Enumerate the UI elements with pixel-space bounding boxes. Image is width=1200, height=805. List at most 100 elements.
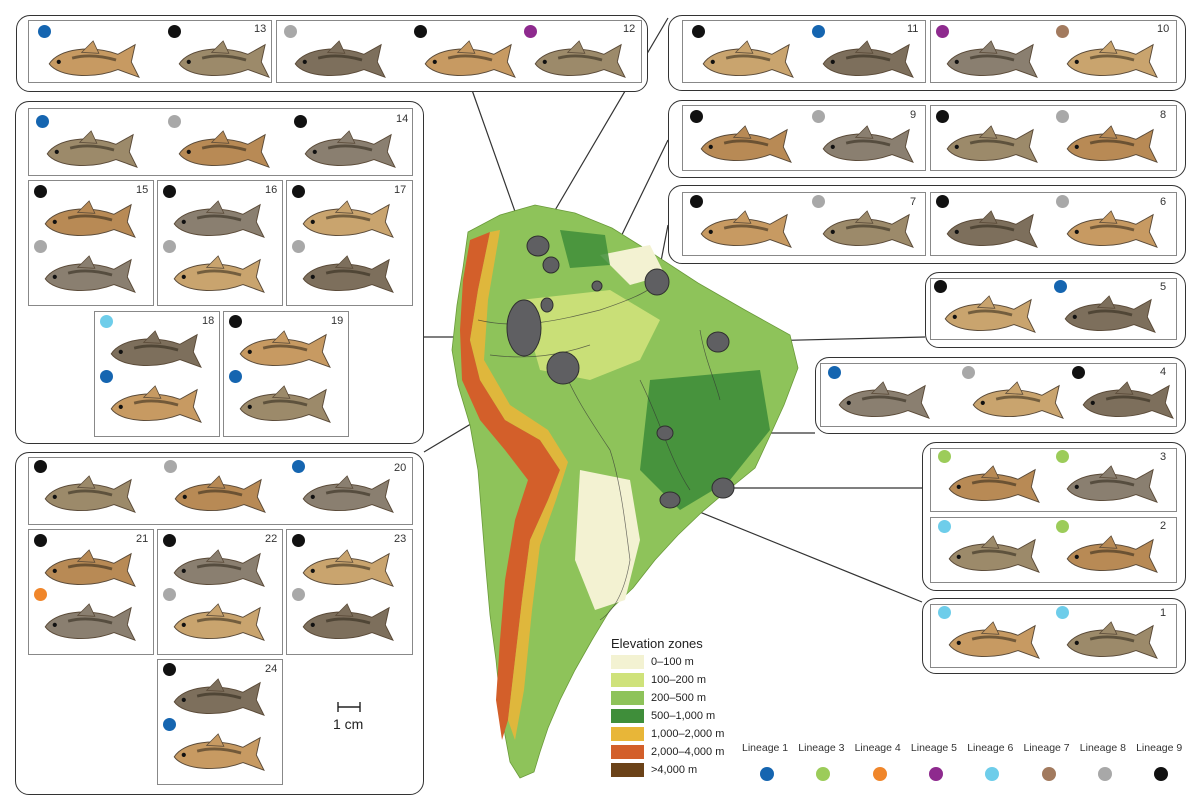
assemblage-number-9: 9 [910, 109, 917, 121]
lineage-dot-lineage9 [34, 460, 47, 473]
lineage-dot-lineage1 [828, 366, 841, 379]
fish-specimen-image [1060, 464, 1168, 511]
elevation-legend-item: >4,000 m [611, 763, 791, 777]
lineage-key-dot [1041, 767, 1056, 781]
lineage-key-label: Lineage 5 [910, 742, 958, 754]
assemblage-number-13: 13 [254, 23, 267, 35]
lineage-key-label: Lineage 7 [1023, 742, 1070, 754]
lineage-dot-lineage8 [292, 240, 305, 253]
assemblage-number-20: 20 [394, 462, 407, 474]
elevation-swatch [611, 691, 644, 705]
fish-specimen-image [288, 39, 396, 86]
assemblage-number-10: 10 [1157, 23, 1170, 35]
lineage-dot-lineage6 [938, 520, 951, 533]
assemblage-number-15: 15 [136, 184, 149, 196]
lineage-dot-lineage8 [812, 110, 825, 123]
fish-specimen-image [1060, 534, 1168, 581]
assemblage-number-12: 12 [623, 23, 636, 35]
fish-specimen-image [233, 384, 341, 431]
andes-range [460, 232, 560, 740]
lineage-dot-lineage6 [100, 315, 113, 328]
lineage-dot-lineage1 [36, 115, 49, 128]
lineage-dot-lineage8 [962, 366, 975, 379]
lineage-dot-lineage9 [34, 534, 47, 547]
fish-specimen-image [38, 254, 146, 301]
fish-specimen-image [104, 329, 212, 376]
lineage-dot-lineage5 [524, 25, 537, 38]
elevation-legend-label: 200–500 m [651, 692, 707, 704]
assemblage-number-5: 5 [1160, 281, 1167, 293]
lineage-dot-lineage9 [934, 280, 947, 293]
elevation-legend-item: 2,000–4,000 m [611, 745, 791, 759]
fish-specimen-image [42, 39, 150, 86]
lineage-key-label: Lineage 1 [742, 742, 789, 754]
lineage-key-dot [985, 767, 1000, 781]
assemblage-number-24: 24 [265, 663, 278, 675]
fish-specimen-image [942, 534, 1050, 581]
assemblage-number-22: 22 [265, 533, 278, 545]
fish-specimen-image [816, 124, 924, 171]
fish-specimen-image [832, 380, 940, 427]
assemblage-number-14: 14 [396, 113, 409, 125]
fish-specimen-image [38, 548, 146, 595]
lowland-pantanal [575, 470, 640, 610]
lineage-key-dot [1154, 767, 1169, 781]
fish-specimen-image [1076, 380, 1184, 427]
lineage-dot-lineage9 [690, 195, 703, 208]
lineage-dot-lineage9 [936, 110, 949, 123]
fish-specimen-image [694, 124, 802, 171]
fish-specimen-image [694, 209, 802, 256]
assemblage-number-11: 11 [907, 23, 919, 35]
andes-foothills [470, 230, 568, 740]
elevation-legend-label: 100–200 m [651, 674, 707, 686]
lineage-dot-lineage4 [34, 588, 47, 601]
lineage-key-label: Lineage 4 [854, 742, 901, 754]
lineage-dot-lineage5 [936, 25, 949, 38]
lineage-dot-lineage1 [38, 25, 51, 38]
lineage-key-dot [1097, 767, 1112, 781]
assemblage-number-2: 2 [1160, 520, 1167, 532]
lineage-dot-lineage8 [1056, 195, 1069, 208]
elevation-swatch [611, 655, 644, 669]
lineage-dot-lineage9 [294, 115, 307, 128]
lineage-dot-lineage9 [414, 25, 427, 38]
fish-specimen-image [296, 474, 404, 521]
scale-bar-label: 1 cm [333, 716, 364, 732]
elevation-legend-label: >4,000 m [651, 764, 698, 776]
assemblage-number-3: 3 [1160, 451, 1167, 463]
fish-specimen-image [172, 129, 280, 176]
fish-specimen-image [1058, 294, 1166, 341]
elevation-legend-item: 100–200 m [611, 673, 791, 687]
fish-specimen-image [942, 620, 1050, 667]
lineage-dot-lineage3 [1056, 520, 1069, 533]
fish-specimen-image [40, 129, 148, 176]
assemblage-number-7: 7 [910, 196, 917, 208]
fish-specimen-image [38, 602, 146, 649]
lineage-dot-lineage3 [1056, 450, 1069, 463]
lineage-key-label: Lineage 6 [967, 742, 1014, 754]
fish-specimen-image [528, 39, 636, 86]
fish-specimen-image [38, 474, 146, 521]
elevation-legend-item: 1,000–2,000 m [611, 727, 791, 741]
elevation-swatch [611, 709, 644, 723]
assemblage-number-17: 17 [394, 184, 407, 196]
fish-specimen-image [296, 199, 404, 246]
lineage-dot-lineage9 [163, 185, 176, 198]
highland-brazil [640, 370, 770, 510]
elevation-legend-item: 500–1,000 m [611, 709, 791, 723]
fish-specimen-image [1060, 620, 1168, 667]
lineage-dot-lineage9 [163, 663, 176, 676]
lineage-dot-lineage9 [168, 25, 181, 38]
assemblage-number-16: 16 [265, 184, 278, 196]
fish-specimen-image [104, 384, 212, 431]
lineage-dot-lineage9 [292, 534, 305, 547]
assemblage-box-16 [157, 180, 283, 306]
fish-specimen-image [167, 199, 275, 246]
scale-bar-icon [337, 702, 361, 712]
lineage-dot-lineage1 [229, 370, 242, 383]
assemblage-number-1: 1 [1160, 607, 1167, 619]
lineage-dot-lineage9 [690, 110, 703, 123]
lineage-dot-lineage1 [163, 718, 176, 731]
elevation-swatch [611, 745, 644, 759]
